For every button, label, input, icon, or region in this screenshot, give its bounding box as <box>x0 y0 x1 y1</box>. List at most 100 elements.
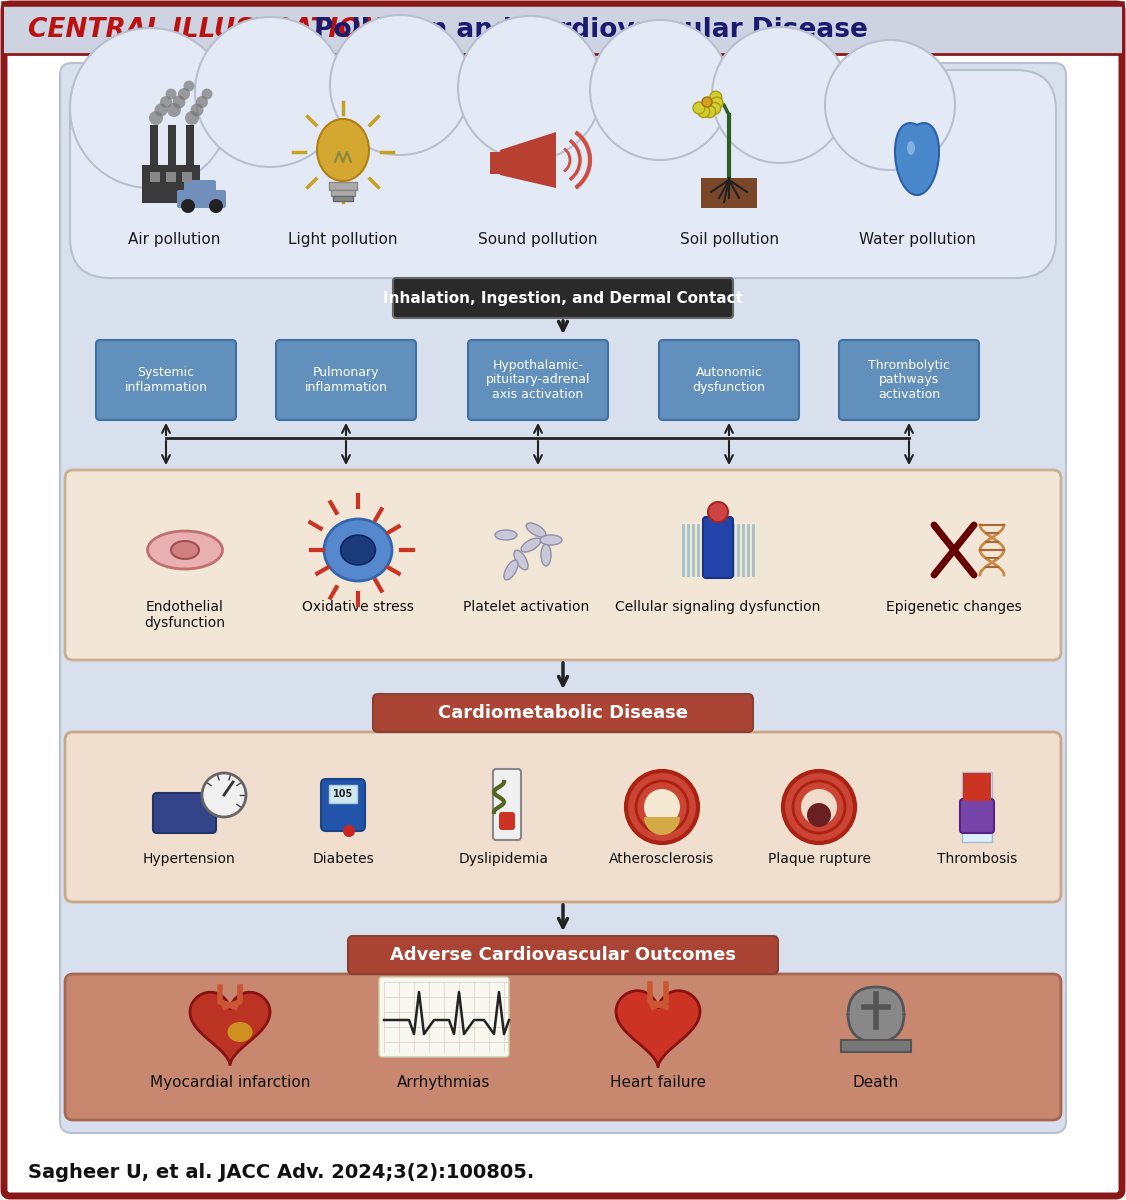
Ellipse shape <box>526 523 546 538</box>
FancyBboxPatch shape <box>177 190 226 208</box>
FancyBboxPatch shape <box>333 196 352 200</box>
FancyBboxPatch shape <box>321 779 365 830</box>
Circle shape <box>825 40 955 170</box>
FancyBboxPatch shape <box>166 172 176 182</box>
Ellipse shape <box>324 518 392 581</box>
Circle shape <box>172 96 186 108</box>
Polygon shape <box>500 132 556 188</box>
Ellipse shape <box>340 535 375 565</box>
Text: Endothelial
dysfunction: Endothelial dysfunction <box>144 600 225 630</box>
Text: Systemic
inflammation: Systemic inflammation <box>125 366 207 394</box>
Ellipse shape <box>540 544 551 566</box>
FancyBboxPatch shape <box>490 152 502 174</box>
FancyBboxPatch shape <box>153 793 216 833</box>
Circle shape <box>807 803 831 827</box>
Text: Pollution and Cardiovascular Disease: Pollution and Cardiovascular Disease <box>305 17 868 43</box>
FancyBboxPatch shape <box>331 190 355 196</box>
Circle shape <box>711 97 723 109</box>
FancyBboxPatch shape <box>276 340 415 420</box>
Circle shape <box>801 790 837 826</box>
FancyBboxPatch shape <box>184 180 216 196</box>
Circle shape <box>704 106 716 118</box>
FancyBboxPatch shape <box>96 340 236 420</box>
Text: Thrombolytic
pathways
activation: Thrombolytic pathways activation <box>868 359 950 402</box>
Ellipse shape <box>495 530 517 540</box>
Circle shape <box>190 103 204 116</box>
FancyBboxPatch shape <box>373 694 753 732</box>
FancyBboxPatch shape <box>329 785 357 803</box>
FancyBboxPatch shape <box>703 517 733 578</box>
Text: Thrombosis: Thrombosis <box>937 852 1017 866</box>
Text: Sagheer U, et al. JACC Adv. 2024;3(2):100805.: Sagheer U, et al. JACC Adv. 2024;3(2):10… <box>28 1163 534 1182</box>
Circle shape <box>330 14 470 155</box>
Ellipse shape <box>908 140 915 155</box>
Ellipse shape <box>227 1022 252 1042</box>
FancyBboxPatch shape <box>379 977 509 1057</box>
Text: Air pollution: Air pollution <box>128 232 221 247</box>
Text: Inhalation, Ingestion, and Dermal Contact: Inhalation, Ingestion, and Dermal Contac… <box>383 290 743 306</box>
Circle shape <box>712 26 848 163</box>
Circle shape <box>701 97 712 107</box>
FancyBboxPatch shape <box>65 470 1061 660</box>
Ellipse shape <box>521 538 540 552</box>
Text: Pulmonary
inflammation: Pulmonary inflammation <box>304 366 387 394</box>
FancyBboxPatch shape <box>962 772 992 842</box>
Circle shape <box>708 502 729 522</box>
Text: Autonomic
dysfunction: Autonomic dysfunction <box>692 366 766 394</box>
Text: Light pollution: Light pollution <box>288 232 397 247</box>
Circle shape <box>202 89 213 100</box>
Text: Plaque rupture: Plaque rupture <box>768 852 870 866</box>
Text: Death: Death <box>852 1075 900 1090</box>
FancyBboxPatch shape <box>5 4 1121 1196</box>
FancyBboxPatch shape <box>701 178 757 208</box>
FancyBboxPatch shape <box>499 812 515 830</box>
Circle shape <box>458 16 602 160</box>
Circle shape <box>184 80 195 91</box>
FancyBboxPatch shape <box>839 340 978 420</box>
FancyBboxPatch shape <box>659 340 799 420</box>
FancyBboxPatch shape <box>5 4 1121 54</box>
Circle shape <box>209 199 223 214</box>
FancyBboxPatch shape <box>186 125 194 167</box>
FancyBboxPatch shape <box>329 182 357 190</box>
Circle shape <box>202 773 245 817</box>
Circle shape <box>185 110 199 125</box>
Text: Soil pollution: Soil pollution <box>679 232 778 247</box>
Text: Dyslipidemia: Dyslipidemia <box>459 852 549 866</box>
Circle shape <box>793 781 844 833</box>
FancyBboxPatch shape <box>348 936 778 974</box>
Wedge shape <box>644 817 680 835</box>
Text: Water pollution: Water pollution <box>859 232 975 247</box>
FancyBboxPatch shape <box>150 125 158 167</box>
FancyBboxPatch shape <box>150 172 160 182</box>
Circle shape <box>70 28 230 188</box>
FancyBboxPatch shape <box>841 1040 911 1052</box>
Circle shape <box>644 790 680 826</box>
Text: Heart failure: Heart failure <box>610 1075 706 1090</box>
FancyBboxPatch shape <box>963 773 991 802</box>
Ellipse shape <box>318 119 369 181</box>
Circle shape <box>708 102 721 114</box>
Text: Cellular signaling dysfunction: Cellular signaling dysfunction <box>615 600 821 614</box>
Polygon shape <box>895 124 939 194</box>
Ellipse shape <box>540 535 562 545</box>
Text: Oxidative stress: Oxidative stress <box>302 600 414 614</box>
Ellipse shape <box>504 560 518 580</box>
FancyBboxPatch shape <box>960 799 994 833</box>
Circle shape <box>343 826 355 838</box>
Circle shape <box>636 781 688 833</box>
Text: Adverse Cardiovascular Outcomes: Adverse Cardiovascular Outcomes <box>390 946 736 964</box>
FancyBboxPatch shape <box>70 70 1056 278</box>
Circle shape <box>149 110 163 125</box>
Polygon shape <box>616 991 700 1067</box>
FancyBboxPatch shape <box>65 732 1061 902</box>
Circle shape <box>196 96 208 108</box>
Circle shape <box>626 770 698 842</box>
FancyBboxPatch shape <box>168 125 176 167</box>
Text: 105: 105 <box>333 790 354 799</box>
Circle shape <box>181 199 195 214</box>
Ellipse shape <box>513 550 528 570</box>
Circle shape <box>195 17 345 167</box>
FancyBboxPatch shape <box>182 172 193 182</box>
Circle shape <box>709 91 722 103</box>
